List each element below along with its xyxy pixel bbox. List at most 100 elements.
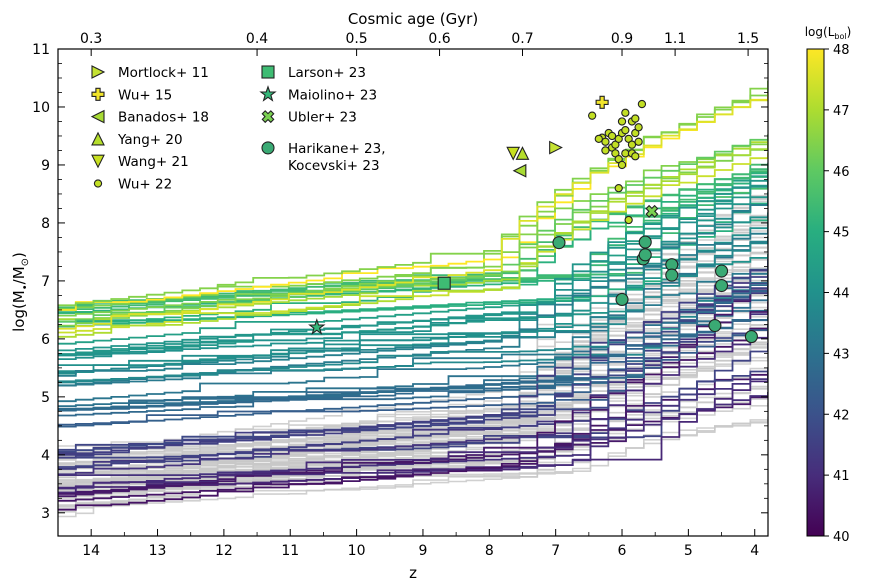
marker-plus [595,95,609,109]
bright-track-line [58,93,768,330]
x-tick-label: 4 [750,543,759,559]
marker-triangle-right [549,140,563,155]
legend-label: Banados+ 18 [118,110,209,126]
colored-track-line [58,373,768,494]
colored-track-line [58,236,768,384]
marker-circle-big [715,264,729,278]
top-axis-title: Cosmic age (Gyr) [348,10,478,28]
y-tick-label: 6 [41,332,50,348]
y-tick-label: 10 [32,100,50,116]
colorbar-tick-label: 45 [833,226,850,241]
marker-circle-big [615,292,629,307]
marker-circle-small [588,111,597,120]
x-tick-label: 10 [348,543,366,559]
colorbar-label-sub: bol [834,32,846,41]
colored-track-line [58,301,768,498]
legend-label: Wu+ 22 [118,177,172,193]
y-tick-label: 7 [41,274,50,290]
marker-circle-big [638,235,652,249]
colored-growth-tracks [58,80,768,511]
marker-circle-small [614,183,623,193]
marker-circle-small [607,131,617,141]
colorbar-tick-label: 46 [833,165,850,180]
y-label-sun-sub: ⊙ [20,258,31,266]
y-tick-label: 11 [32,42,50,58]
y-label-main: log(M [10,290,28,332]
legend-label: Wu+ 15 [118,87,172,103]
y-label-bh-sub: • [20,284,31,290]
x-tick-label: 8 [485,543,494,559]
marker-star [308,318,326,335]
marker-circle-small [637,99,647,109]
colorbar-tick-label: 48 [833,43,850,58]
plot-frame [57,48,769,537]
top-tick-label: 0.7 [511,31,533,47]
colored-track-line [58,327,768,511]
marker-circle-big [708,318,722,333]
legend-label: Larson+ 23 [288,65,366,81]
marker-circle-small [631,114,640,123]
marker-circle-small [621,108,630,117]
marker-square [437,276,451,290]
colored-track-line [58,199,768,377]
colorbar: log(Lbol) 40 41 42 43 44 45 46 47 48 [805,25,852,545]
colored-track-line [58,198,768,375]
marker-circle-small [601,137,610,146]
marker-circle-small [601,146,610,155]
marker-cross [645,204,659,218]
x-tick-label: 14 [82,543,100,559]
colorbar-tick-label: 44 [833,287,850,302]
marker-circle-small [617,117,627,126]
colorbar-tick-label: 41 [833,469,850,484]
colorbar-label: log(Lbol) [805,25,852,41]
y-axis-label: log(M•/M⊙) [10,252,31,332]
x-axis-label: z [409,564,417,582]
colored-track-line [58,343,768,468]
marker-cross [261,110,275,124]
marker-circle-small [627,140,637,149]
colored-track-line [58,325,768,426]
marker-star [259,85,277,102]
legend-label: Yang+ 20 [117,132,183,148]
legend: Mortlock+ 11 Wu+ 15 Banados+ 18 Yang+ 20 Wan… [90,65,386,193]
observation-points [308,95,758,344]
legend-label: Harikane+ 23, [288,141,386,157]
colorbar-label-main: log(L [805,25,835,39]
x-tick-label: 13 [149,543,167,559]
colored-track-line [58,277,768,411]
colorbar-tick-label: 43 [833,347,850,362]
colorbar-tick-label: 42 [833,408,850,423]
colored-track-line [58,276,768,455]
top-tick-label: 0.9 [611,31,633,47]
colorbar-tick-label: 47 [833,104,850,119]
marker-circle-small [617,160,627,170]
marker-circle-small [621,126,630,135]
marker-square [261,65,275,79]
marker-triangle-left [90,109,105,124]
x-tick-label: 7 [551,543,560,559]
x-tick-label: 11 [281,543,299,559]
x-tick-label: 12 [215,543,233,559]
marker-circle-big [261,141,275,155]
marker-circle-small [634,137,643,146]
y-tick-label: 9 [41,158,50,174]
bright-track-line [58,134,768,323]
top-tick-label: 0.3 [80,31,102,47]
marker-circle-big [552,236,566,250]
axes: 14 13 12 11 10 9 8 7 6 5 4 3 4 5 6 7 8 9 10 11 0.3 0.4 0.5 0.6 0… [32,31,769,559]
marker-circle-big [744,330,758,344]
top-tick-label: 1.5 [737,31,759,47]
colored-track-line [58,267,768,470]
y-tick-label: 5 [41,390,50,406]
marker-circle-big [638,248,652,262]
marker-triangle-right [91,65,106,79]
x-tick-label: 6 [618,543,627,559]
legend-label: Ubler+ 23 [288,110,357,126]
top-tick-label: 0.5 [345,31,367,47]
y-tick-label: 8 [41,216,50,232]
colorbar-label-end: ) [847,25,852,39]
marker-circle-small [594,134,603,144]
legend-label: Mortlock+ 11 [118,65,209,81]
marker-plus [91,87,105,101]
marker-circle-small [634,123,643,132]
